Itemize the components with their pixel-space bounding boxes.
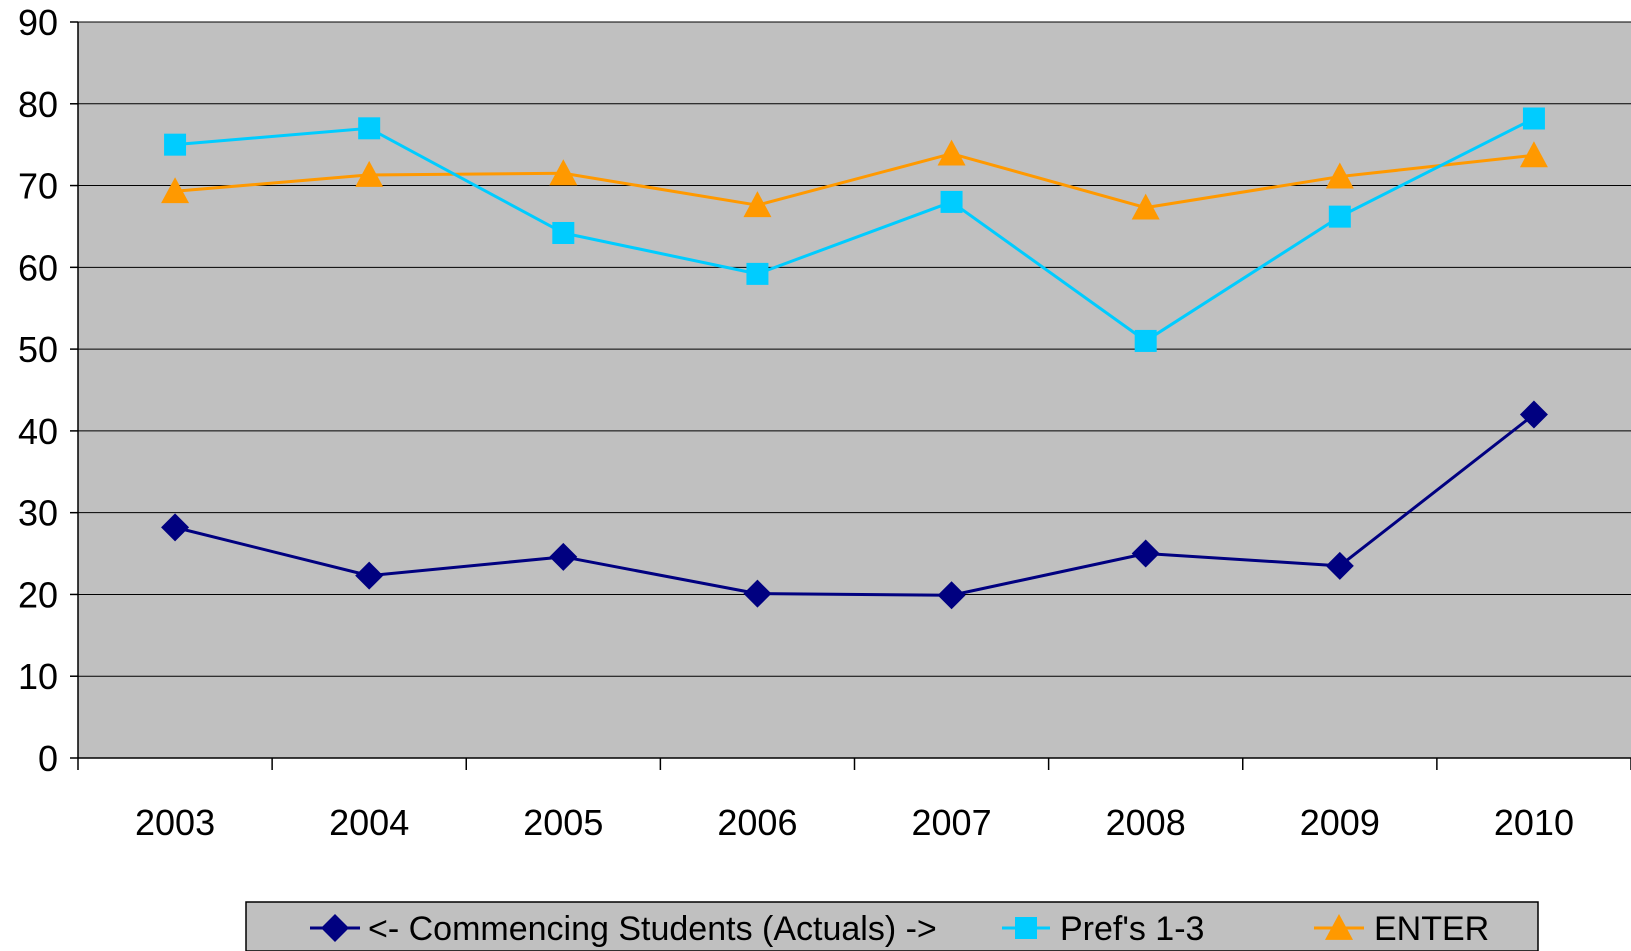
y-tick-label: 80 [18, 84, 58, 125]
legend-item-1: Pref's 1-3 [1002, 910, 1204, 948]
y-tick-label: 10 [18, 656, 58, 697]
square-marker [1328, 205, 1351, 228]
x-tick-label: 2007 [912, 802, 992, 843]
y-tick-label: 70 [18, 166, 58, 207]
plot-area [78, 22, 1631, 758]
series-line [174, 152, 1535, 210]
x-tick-label: 2005 [523, 802, 603, 843]
square-marker [746, 262, 769, 285]
x-tick-label: 2003 [135, 802, 215, 843]
legend-diamond-marker [321, 914, 349, 942]
diamond-marker [549, 542, 578, 571]
y-tick-label: 20 [18, 574, 58, 615]
square-marker [1522, 107, 1545, 130]
square-marker [940, 190, 963, 213]
legend: <- Commencing Students (Actuals) -> Pref'… [245, 901, 1539, 951]
x-tick-label: 2006 [717, 802, 797, 843]
legend-items: <- Commencing Students (Actuals) -> Pref'… [310, 910, 1489, 948]
triangle-marker [1325, 162, 1354, 189]
legend-label: Pref's 1-3 [1060, 910, 1204, 948]
x-tick-label: 2008 [1106, 802, 1186, 843]
legend-triangle-marker [1325, 914, 1353, 940]
triangle-marker [1519, 141, 1548, 168]
legend-item-2: ENTER [1314, 910, 1489, 948]
series-layer [161, 107, 1548, 610]
x-tick-label: 2010 [1494, 802, 1574, 843]
x-axis-ticks: 2003 2004 2005 2006 2007 2008 2009 2010 [77, 758, 1631, 843]
legend-item-0: <- Commencing Students (Actuals) -> [310, 910, 937, 948]
y-tick-label: 0 [38, 738, 58, 779]
legend-square-marker [1015, 917, 1037, 939]
series-line [174, 117, 1535, 343]
diamond-marker [743, 579, 772, 608]
series-1 [164, 107, 1545, 352]
triangle-marker [161, 177, 190, 204]
triangle-marker [1131, 193, 1160, 220]
y-tick-label: 40 [18, 411, 58, 452]
square-marker [1134, 329, 1157, 352]
triangle-marker [743, 191, 772, 218]
diamond-marker [1519, 400, 1548, 429]
triangle-marker [937, 139, 966, 166]
y-tick-label: 90 [18, 2, 58, 43]
triangle-marker [549, 159, 578, 186]
triangle-marker [355, 160, 384, 187]
legend-label: ENTER [1374, 910, 1489, 948]
diamond-marker [355, 561, 384, 590]
x-tick-label: 2009 [1300, 802, 1380, 843]
square-marker [552, 221, 575, 244]
diamond-marker [161, 513, 190, 542]
series-line [174, 413, 1535, 597]
y-tick-label: 60 [18, 247, 58, 288]
square-marker [164, 133, 187, 156]
series-2 [161, 139, 1548, 220]
legend-label: <- Commencing Students (Actuals) -> [368, 910, 937, 948]
x-tick-label: 2004 [329, 802, 409, 843]
square-marker [358, 117, 381, 140]
diamond-marker [1325, 551, 1354, 580]
y-tick-label: 50 [18, 329, 58, 370]
diamond-marker [937, 581, 966, 610]
series-0 [161, 400, 1548, 610]
diamond-marker [1131, 539, 1160, 568]
y-tick-label: 30 [18, 493, 58, 534]
y-axis-ticks: 0 10 20 30 40 50 60 70 80 90 [18, 2, 78, 779]
